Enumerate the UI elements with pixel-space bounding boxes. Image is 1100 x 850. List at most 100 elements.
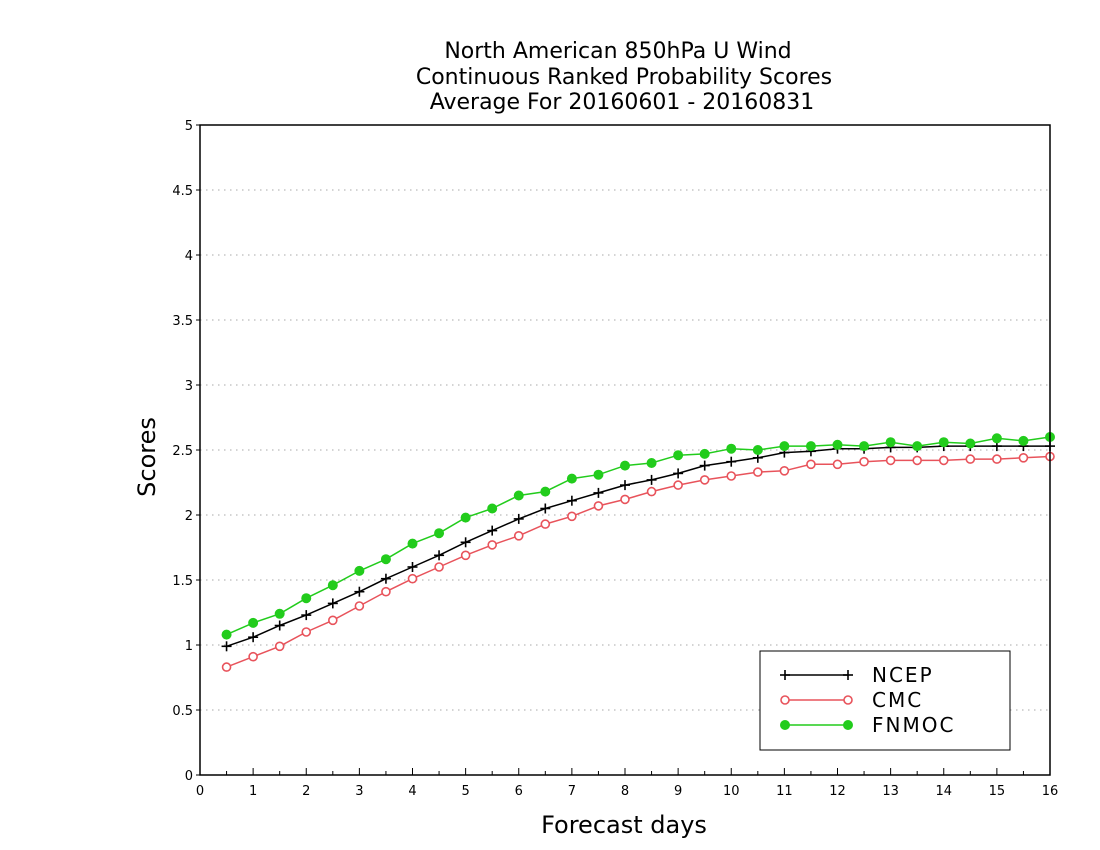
x-tick-label: 7: [568, 784, 576, 799]
data-point-fnmoc: [487, 503, 498, 514]
data-point-cmc: [779, 465, 790, 476]
x-tick-label: 12: [829, 784, 846, 799]
y-tick-label: 3: [185, 379, 193, 394]
x-tick-label: 5: [461, 784, 469, 799]
y-tick-label: 2.5: [172, 444, 193, 459]
data-point-fnmoc: [460, 512, 471, 523]
x-tick-label: 3: [355, 784, 363, 799]
series-line-cmc: [226, 455, 1051, 668]
legend-marker-cmc: [780, 695, 790, 705]
data-point-ncep: [380, 573, 391, 584]
data-point-fnmoc: [646, 458, 657, 468]
data-point-ncep: [434, 550, 445, 561]
data-point-ncep: [699, 460, 710, 471]
x-axis-label: Forecast days: [541, 811, 707, 839]
data-point-ncep: [487, 525, 498, 536]
legend-marker-ncep: [780, 670, 790, 680]
data-point-fnmoc: [407, 538, 418, 549]
data-point-cmc: [381, 586, 391, 597]
y-tick-label: 0.5: [172, 704, 193, 719]
data-point-fnmoc: [991, 433, 1002, 444]
data-point-cmc: [407, 573, 418, 584]
series-ncep: [221, 441, 1055, 652]
data-point-fnmoc: [434, 528, 445, 539]
data-point-fnmoc: [885, 437, 896, 448]
data-point-ncep: [673, 468, 684, 479]
data-point-cmc: [620, 494, 630, 505]
data-point-ncep: [327, 598, 338, 609]
series-fnmoc: [221, 432, 1055, 640]
data-point-ncep: [566, 495, 577, 506]
plot-series: [221, 432, 1055, 672]
data-point-fnmoc: [620, 460, 630, 471]
data-point-cmc: [513, 530, 524, 541]
y-tick-labels: 0 0.5 1 1.5 2 2.5 3 3.5 4 4.5 5: [172, 119, 193, 784]
data-point-cmc: [328, 615, 338, 626]
x-tick-label: 9: [674, 784, 682, 799]
x-tick-label: 4: [408, 784, 416, 799]
series-line-ncep: [226, 445, 1050, 648]
data-point-fnmoc: [380, 554, 391, 565]
y-tick-label: 5: [185, 119, 193, 134]
x-tick-label: 2: [302, 784, 310, 799]
data-point-fnmoc: [965, 438, 976, 449]
grid-lines: [200, 189, 1050, 711]
legend-marker-ncep: [843, 670, 853, 680]
data-point-ncep: [221, 641, 232, 652]
data-point-cmc: [248, 651, 258, 662]
title-line-2: Continuous Ranked Probability Scores: [416, 65, 832, 90]
data-point-fnmoc: [354, 565, 365, 576]
data-point-fnmoc: [859, 441, 870, 452]
data-point-fnmoc: [832, 439, 843, 450]
data-point-cmc: [992, 454, 1002, 464]
data-point-cmc: [593, 501, 604, 511]
data-point-fnmoc: [513, 490, 524, 501]
y-tick-label: 3.5: [172, 314, 193, 329]
data-point-fnmoc: [673, 450, 684, 461]
x-tick-label: 16: [1042, 784, 1059, 799]
x-tick-label: 8: [621, 784, 629, 799]
data-point-cmc: [726, 471, 737, 481]
series-line-fnmoc: [226, 436, 1051, 636]
data-point-fnmoc: [566, 473, 577, 484]
data-point-fnmoc: [593, 469, 604, 480]
data-point-cmc: [832, 459, 843, 470]
x-tick-label: 10: [723, 784, 740, 799]
axis-ticks: [196, 124, 1051, 776]
legend-entry-ncep: NCEP: [780, 663, 932, 687]
y-tick-label: 0: [185, 769, 193, 784]
data-point-ncep: [354, 586, 365, 597]
y-tick-label: 4.5: [172, 184, 193, 199]
series-cmc: [221, 451, 1055, 672]
data-point-cmc: [912, 455, 922, 466]
data-point-cmc: [699, 475, 710, 485]
data-point-cmc: [1018, 452, 1029, 463]
data-point-fnmoc: [779, 441, 790, 452]
data-point-fnmoc: [301, 593, 312, 604]
data-point-cmc: [885, 455, 896, 466]
data-point-ncep: [593, 487, 604, 498]
data-point-ncep: [646, 474, 657, 485]
data-point-fnmoc: [726, 443, 737, 454]
data-point-cmc: [938, 455, 949, 466]
data-point-cmc: [354, 601, 365, 611]
data-point-fnmoc: [248, 617, 259, 628]
data-point-cmc: [301, 627, 312, 637]
data-point-cmc: [487, 540, 497, 550]
x-tick-label: 15: [989, 784, 1006, 799]
legend-label-fnmoc: FNMOC: [872, 713, 955, 737]
data-point-cmc: [859, 456, 869, 467]
legend-marker-fnmoc: [780, 720, 790, 730]
legend-marker-fnmoc: [843, 720, 853, 730]
data-point-cmc: [460, 550, 471, 561]
data-point-ncep: [248, 632, 259, 643]
data-point-cmc: [221, 662, 232, 672]
legend-marker-cmc: [843, 695, 853, 705]
x-tick-label: 1: [249, 784, 257, 799]
data-point-cmc: [646, 486, 657, 497]
data-point-fnmoc: [912, 441, 923, 452]
data-point-fnmoc: [540, 486, 551, 497]
x-tick-label: 11: [776, 784, 793, 799]
